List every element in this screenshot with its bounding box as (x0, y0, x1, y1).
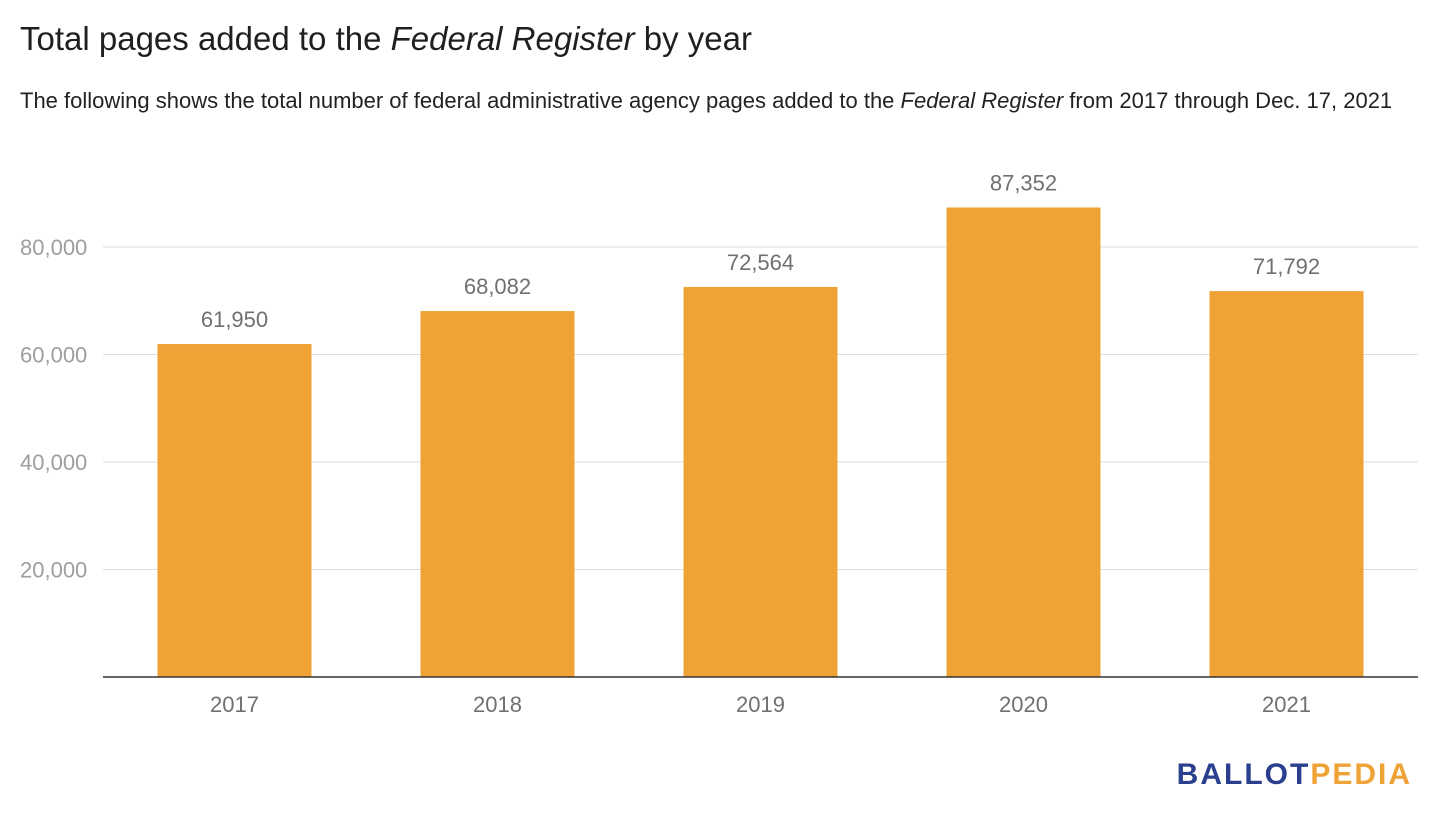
y-tick-label: 20,000 (20, 558, 87, 583)
value-label-2019: 72,564 (727, 250, 794, 275)
x-tick-label-2020: 2020 (999, 692, 1048, 717)
value-labels: 61,950 68,082 72,564 87,352 71,792 (201, 170, 1320, 332)
title-italic: Federal Register (390, 20, 635, 57)
bar-2021 (1209, 291, 1364, 677)
value-label-2017: 61,950 (201, 307, 268, 332)
y-tick-label: 40,000 (20, 450, 87, 475)
subtitle-italic: Federal Register (900, 88, 1064, 113)
y-tick-label: 80,000 (20, 235, 87, 260)
y-tick-label: 60,000 (20, 343, 87, 368)
subtitle-suffix: from 2017 through Dec. 17, 2021 (1063, 88, 1393, 113)
ballotpedia-logo: BALLOTPEDIA (1177, 758, 1412, 792)
value-label-2021: 71,792 (1253, 254, 1320, 279)
x-tick-label-2018: 2018 (473, 692, 522, 717)
bar-chart: 20,000 40,000 60,000 80,000 61,950 68,082 72,… (20, 170, 1418, 717)
x-tick-label-2019: 2019 (736, 692, 785, 717)
title-prefix: Total pages added to the (20, 20, 391, 57)
logo-pedia: PEDIA (1310, 758, 1412, 791)
logo-ballot: BALLOT (1176, 758, 1311, 791)
y-axis-ticks: 20,000 40,000 60,000 80,000 (20, 235, 87, 583)
x-axis-ticks: 2017 2018 2019 2020 2021 (210, 692, 1311, 717)
bar-2019 (683, 286, 838, 677)
value-label-2018: 68,082 (464, 274, 531, 299)
bar-2020 (946, 207, 1101, 677)
subtitle-prefix: The following shows the total number of … (20, 88, 901, 113)
chart-title: Total pages added to the Federal Registe… (20, 20, 752, 58)
title-suffix: by year (634, 20, 752, 57)
value-label-2020: 87,352 (990, 170, 1057, 195)
x-tick-label-2017: 2017 (210, 692, 259, 717)
bars (157, 207, 1364, 677)
x-tick-label-2021: 2021 (1262, 692, 1311, 717)
bar-2018 (420, 311, 575, 677)
bar-2017 (157, 344, 312, 677)
chart-subtitle: The following shows the total number of … (20, 84, 1420, 117)
